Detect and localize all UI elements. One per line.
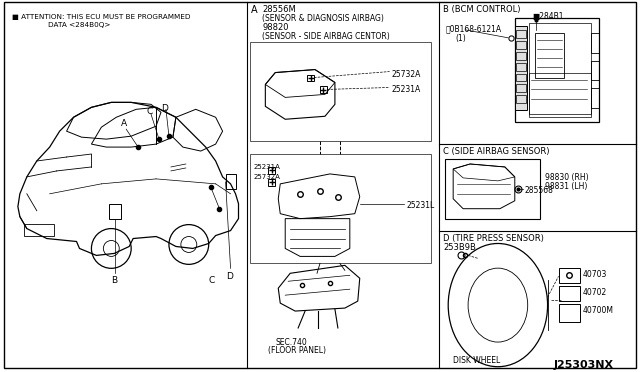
Text: 40700M: 40700M — [582, 306, 613, 315]
Text: D: D — [161, 105, 168, 113]
Bar — [516, 30, 525, 38]
Bar — [516, 41, 525, 49]
Text: 253B9B: 253B9B — [444, 244, 476, 253]
Bar — [225, 174, 236, 189]
Bar — [515, 18, 599, 122]
Text: Ⓑ0B168-6121A: Ⓑ0B168-6121A — [445, 25, 501, 34]
Text: (1): (1) — [455, 34, 466, 43]
Bar — [307, 74, 314, 81]
Bar — [591, 89, 599, 108]
Text: 40702: 40702 — [582, 288, 607, 297]
Text: 40703: 40703 — [582, 270, 607, 279]
Text: D: D — [227, 272, 234, 281]
Text: 25732A: 25732A — [253, 174, 280, 180]
Bar — [516, 62, 525, 71]
Bar — [515, 26, 527, 110]
Text: A: A — [250, 5, 257, 15]
Bar — [445, 159, 540, 219]
Text: 25231A: 25231A — [392, 86, 421, 94]
Text: D (TIRE PRESS SENSOR): D (TIRE PRESS SENSOR) — [444, 234, 544, 243]
Text: ■ ATTENTION: THIS ECU MUST BE PROGRAMMED: ■ ATTENTION: THIS ECU MUST BE PROGRAMMED — [12, 14, 191, 20]
Bar — [24, 224, 54, 235]
Bar — [109, 204, 121, 219]
Bar — [516, 52, 525, 60]
Bar — [516, 74, 525, 81]
Bar — [516, 95, 525, 103]
Bar — [529, 73, 591, 114]
Text: B: B — [111, 276, 117, 285]
Bar — [268, 167, 275, 174]
Text: (SENSOR - SIDE AIRBAG CENTOR): (SENSOR - SIDE AIRBAG CENTOR) — [262, 32, 390, 41]
Bar — [559, 286, 580, 301]
Bar — [534, 33, 564, 77]
Text: J25303NX: J25303NX — [554, 360, 614, 370]
Text: SEC.740: SEC.740 — [275, 338, 307, 347]
Text: ■284B1: ■284B1 — [532, 12, 564, 21]
Bar — [320, 86, 327, 93]
Text: 98830 (RH): 98830 (RH) — [545, 173, 588, 182]
Text: DISK WHEEL: DISK WHEEL — [453, 356, 500, 365]
Bar — [591, 61, 599, 80]
Text: 25732A: 25732A — [392, 70, 421, 78]
Bar — [268, 179, 275, 186]
Bar — [529, 23, 591, 117]
Text: B (BCM CONTROL): B (BCM CONTROL) — [444, 5, 521, 14]
Text: 25231L: 25231L — [406, 201, 435, 210]
Text: C: C — [146, 108, 152, 116]
Text: C: C — [209, 276, 215, 285]
Bar — [250, 42, 431, 141]
Text: 98820: 98820 — [262, 23, 289, 32]
Text: 285568: 285568 — [525, 186, 554, 195]
Text: C (SIDE AIRBAG SENSOR): C (SIDE AIRBAG SENSOR) — [444, 147, 550, 156]
Bar — [559, 268, 580, 283]
Text: DATA <284B0Q>: DATA <284B0Q> — [48, 22, 110, 28]
Text: 28556M: 28556M — [262, 5, 296, 14]
Bar — [516, 84, 525, 92]
Bar — [591, 33, 599, 53]
Bar — [250, 154, 431, 263]
Text: (FLOOR PANEL): (FLOOR PANEL) — [268, 346, 326, 355]
Text: A: A — [121, 119, 127, 128]
Text: 98831 (LH): 98831 (LH) — [545, 182, 587, 191]
Bar — [559, 304, 580, 322]
Text: 25231A: 25231A — [253, 164, 280, 170]
Text: (SENSOR & DIAGNOSIS AIRBAG): (SENSOR & DIAGNOSIS AIRBAG) — [262, 14, 384, 23]
